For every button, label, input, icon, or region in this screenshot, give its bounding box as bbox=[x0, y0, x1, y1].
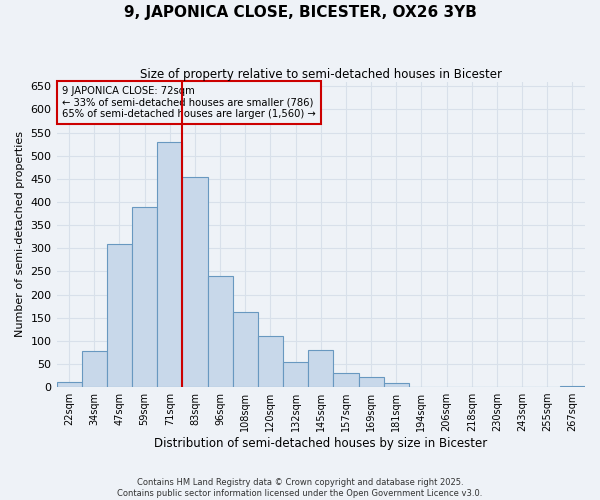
Bar bbox=[334, 373, 359, 387]
Bar bbox=[560, 386, 585, 387]
Bar bbox=[82, 351, 107, 387]
Bar bbox=[107, 244, 132, 387]
Y-axis label: Number of semi-detached properties: Number of semi-detached properties bbox=[15, 132, 25, 338]
Bar bbox=[132, 206, 157, 387]
Bar bbox=[308, 350, 334, 387]
Title: Size of property relative to semi-detached houses in Bicester: Size of property relative to semi-detach… bbox=[140, 68, 502, 80]
Text: 9, JAPONICA CLOSE, BICESTER, OX26 3YB: 9, JAPONICA CLOSE, BICESTER, OX26 3YB bbox=[124, 5, 476, 20]
Bar bbox=[258, 336, 283, 387]
X-axis label: Distribution of semi-detached houses by size in Bicester: Distribution of semi-detached houses by … bbox=[154, 437, 487, 450]
Bar bbox=[283, 362, 308, 387]
Bar bbox=[56, 382, 82, 387]
Bar bbox=[359, 377, 383, 387]
Text: 9 JAPONICA CLOSE: 72sqm
← 33% of semi-detached houses are smaller (786)
65% of s: 9 JAPONICA CLOSE: 72sqm ← 33% of semi-de… bbox=[62, 86, 316, 120]
Text: Contains HM Land Registry data © Crown copyright and database right 2025.
Contai: Contains HM Land Registry data © Crown c… bbox=[118, 478, 482, 498]
Bar bbox=[208, 276, 233, 387]
Bar bbox=[383, 384, 409, 387]
Bar bbox=[233, 312, 258, 387]
Bar bbox=[182, 176, 208, 387]
Bar bbox=[157, 142, 182, 387]
